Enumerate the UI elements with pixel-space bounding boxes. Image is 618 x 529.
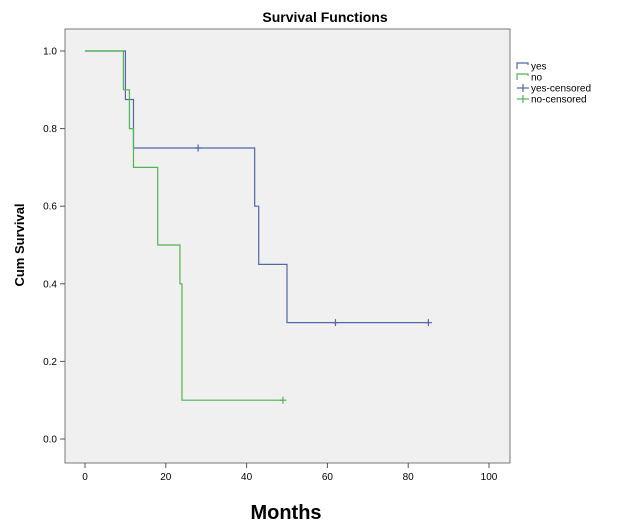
y-tick-label: 0.0 xyxy=(43,435,57,446)
plot-area xyxy=(64,28,511,464)
x-tick-label: 20 xyxy=(160,472,172,483)
y-tick-label: 1.0 xyxy=(43,47,57,58)
y-tick-label: 0.4 xyxy=(43,279,57,290)
y-tick-label: 0.8 xyxy=(43,124,57,135)
legend-swatch-step xyxy=(516,62,529,69)
legend-label: no xyxy=(531,73,543,84)
series-yes-line xyxy=(85,50,429,324)
legend-label: yes xyxy=(531,62,547,73)
series-no-line xyxy=(85,50,283,401)
x-tick-label: 40 xyxy=(241,472,253,483)
x-tick-label: 0 xyxy=(82,472,88,483)
y-axis-label: Cum Survival xyxy=(12,203,27,286)
censor-mark-no xyxy=(279,396,287,404)
censor-mark-yes xyxy=(194,144,202,152)
censor-mark-yes xyxy=(424,319,432,327)
axes: 0 20 40 60 80 100 0.0 0.2 0.4 0.6 0.8 1.0 xyxy=(43,47,498,484)
legend-label: yes-censored xyxy=(531,84,591,95)
legend-item: yes xyxy=(516,62,547,73)
y-tick-label: 0.2 xyxy=(43,357,57,368)
legend-label: no-censored xyxy=(531,95,587,106)
legend-item: no xyxy=(516,73,543,84)
legend-swatch-step xyxy=(516,73,529,80)
legend-item: no-censored xyxy=(517,95,587,106)
censor-mark-yes xyxy=(331,319,339,327)
x-tick-label: 80 xyxy=(403,472,415,483)
legend-item: yes-censored xyxy=(517,84,591,95)
chart-title: Survival Functions xyxy=(262,9,387,25)
y-tick-label: 0.6 xyxy=(43,202,57,213)
x-axis-label: Months xyxy=(250,502,321,524)
x-tick-label: 100 xyxy=(481,472,498,483)
x-tick-label: 60 xyxy=(322,472,334,483)
series-layer xyxy=(85,50,432,404)
